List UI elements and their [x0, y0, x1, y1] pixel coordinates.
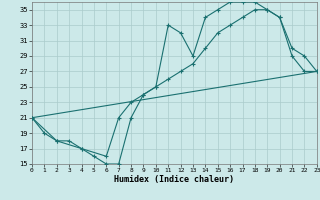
- X-axis label: Humidex (Indice chaleur): Humidex (Indice chaleur): [115, 175, 234, 184]
